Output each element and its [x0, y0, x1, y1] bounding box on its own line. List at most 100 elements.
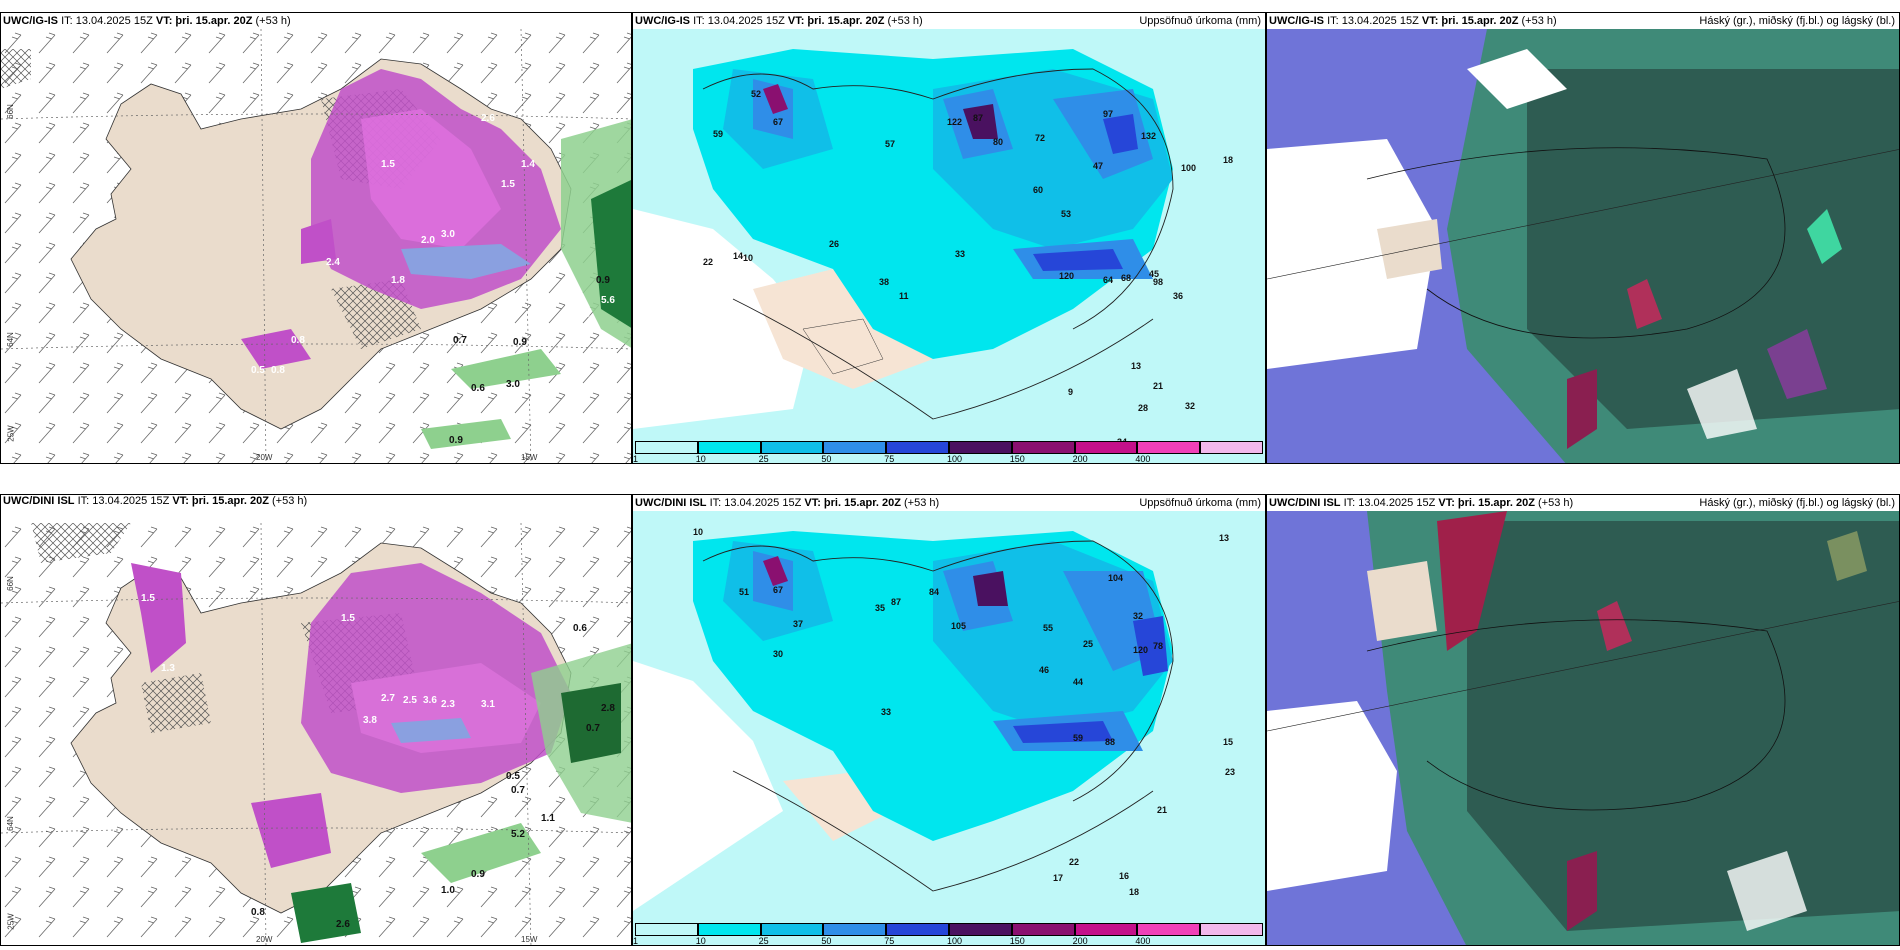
value-label: 122 — [947, 117, 963, 127]
value-label: 57 — [885, 139, 896, 149]
value-label: 68 — [1121, 273, 1132, 283]
value-label: 0.9 — [471, 869, 485, 880]
value-label: 22 — [1069, 857, 1080, 867]
colorbar-label: 150 — [1009, 936, 1025, 946]
colorbar: 1 10 25 50 75 100 150 200 400 — [633, 441, 1263, 464]
lon-label-15: 15W — [521, 935, 538, 944]
colorbar-segment — [823, 923, 887, 936]
panel-title: UWC/IG-IS IT: 13.04.2025 15Z VT: þri. 15… — [633, 13, 1265, 29]
colorbar-segment — [1200, 923, 1263, 936]
value-label: 0.6 — [573, 623, 587, 634]
value-label: 0.7 — [586, 723, 600, 734]
value-label: 1.0 — [441, 885, 455, 896]
panel-field-title: Uppsöfnuð úrkoma (mm) — [1139, 495, 1261, 511]
colorbar-label: 25 — [758, 936, 769, 946]
value-label: 36 — [1173, 291, 1184, 301]
colorbar-label: 200 — [1072, 454, 1088, 464]
value-label: 8.6 — [576, 309, 590, 320]
value-label: 14 — [733, 251, 744, 261]
colorbar-segment — [886, 923, 949, 936]
value-label: 33 — [955, 249, 966, 259]
panel-title: UWC/DINI ISL IT: 13.04.2025 15Z VT: þri.… — [633, 495, 1265, 511]
colorbar-label: 10 — [695, 936, 706, 946]
panel-field-title: Háský (gr.), miðský (fj.bl.) og lágský (… — [1699, 495, 1895, 511]
colorbar-segment — [760, 923, 824, 936]
value-label: 44 — [1073, 677, 1084, 687]
value-label: 0.9 — [449, 435, 463, 446]
colorbar-label: 1 — [633, 454, 639, 464]
panel-dini-precip-wind: UWC/DINI ISL IT: 13.04.2025 15Z VT: þri.… — [0, 494, 632, 946]
lon-label-15: 15W — [521, 453, 538, 462]
value-label: 3.0 — [506, 379, 520, 390]
map-area — [1267, 511, 1899, 945]
value-label: 45 — [1149, 269, 1160, 279]
value-label: 87 — [973, 113, 984, 123]
panel-field-title: Háský (gr.), miðský (fj.bl.) og lágský (… — [1699, 13, 1895, 29]
colorbar-segment — [635, 441, 698, 454]
colorbar-segment — [823, 441, 887, 454]
colorbar-label: 200 — [1072, 936, 1088, 946]
panel-ig-precip-wind: UWC/IG-IS IT: 13.04.2025 15Z VT: þri. 15… — [0, 12, 632, 464]
colorbar-segment — [1137, 923, 1201, 936]
value-label: 47 — [1093, 161, 1104, 171]
value-label: 0.9 — [596, 275, 610, 286]
colorbar-label: 75 — [884, 454, 895, 464]
value-label: 0.3 — [541, 309, 555, 320]
value-label: 35 — [875, 603, 886, 613]
value-label: 0.8 — [251, 907, 265, 918]
colorbar-label: 100 — [947, 454, 963, 464]
lon-label-20: 20W — [256, 935, 273, 944]
lat-label-64: 64N — [5, 332, 15, 347]
value-label: 55 — [1043, 623, 1054, 633]
value-label: 0.6 — [471, 383, 485, 394]
value-label: 100 — [1181, 163, 1197, 173]
colorbar-segment — [635, 923, 698, 936]
value-label: 64 — [1103, 275, 1114, 285]
value-label: 13 — [1219, 533, 1230, 543]
colorbar-segment — [697, 441, 761, 454]
value-label: 15 — [1223, 737, 1234, 747]
colorbar-segment — [1074, 923, 1138, 936]
panel-title: UWC/DINI ISL IT: 13.04.2025 15Z VT: þri.… — [1, 495, 631, 523]
value-label: 32 — [1133, 611, 1144, 621]
colorbar-label: 400 — [1135, 936, 1151, 946]
lat-label-66: 66N — [5, 104, 15, 119]
value-label: 0.5 — [506, 771, 520, 782]
colorbar-segment — [949, 923, 1012, 936]
value-label: 67 — [773, 117, 784, 127]
value-label: 1.5 — [341, 613, 355, 624]
value-label: 13 — [1131, 361, 1142, 371]
value-label: 1.1 — [541, 813, 555, 824]
value-label: 1.5 — [381, 159, 395, 170]
value-label: 5.2 — [511, 829, 525, 840]
map-area: 52 67 59 97 80 57 72 132 122 87 100 98 4… — [633, 29, 1265, 463]
value-label: 0.8 — [291, 335, 305, 346]
panel-dini-accum-precip: UWC/DINI ISL IT: 13.04.2025 15Z VT: þri.… — [632, 494, 1266, 946]
colorbar-segment — [1011, 441, 1075, 454]
map-area: 66N 64N 25W 20W 15W 0.9 1.5 2.6 1.4 2.4 … — [1, 29, 631, 463]
colorbar-label: 10 — [695, 454, 706, 464]
colorbar-label: 100 — [947, 936, 963, 946]
panel-title: UWC/IG-IS IT: 13.04.2025 15Z VT: þri. 15… — [1, 13, 631, 29]
value-label: 1.3 — [161, 663, 175, 674]
panel-dini-clouds: UWC/DINI ISL IT: 13.04.2025 15Z VT: þri.… — [1266, 494, 1900, 946]
value-label: 0.8 — [271, 365, 285, 376]
value-label: 2.3 — [441, 699, 455, 710]
value-label: 105 — [951, 621, 967, 631]
value-label: 2.0 — [421, 235, 435, 246]
value-label: 97 — [1103, 109, 1114, 119]
value-label: 132 — [1141, 131, 1157, 141]
value-label: 30 — [773, 649, 784, 659]
value-label: 3.0 — [441, 229, 455, 240]
lon-label-20: 20W — [256, 453, 273, 462]
value-label: 1.5 — [141, 593, 155, 604]
value-label: 0.7 — [511, 785, 525, 796]
colorbar-label: 25 — [758, 454, 769, 464]
colorbar-label: 150 — [1009, 454, 1025, 464]
value-label: 53 — [1061, 209, 1072, 219]
value-label: 26 — [829, 239, 840, 249]
value-label: 3.8 — [363, 715, 377, 726]
value-label: 3.1 — [481, 699, 495, 710]
value-label: 17 — [1053, 873, 1064, 883]
colorbar-segment — [1200, 441, 1263, 454]
